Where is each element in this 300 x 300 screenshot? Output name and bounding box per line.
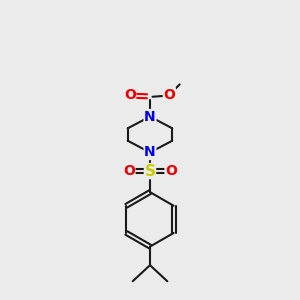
Text: N: N — [144, 146, 156, 160]
Text: S: S — [145, 164, 155, 178]
Text: N: N — [144, 110, 156, 124]
Text: O: O — [123, 164, 135, 178]
Text: O: O — [164, 88, 175, 102]
Text: O: O — [124, 88, 136, 102]
Text: O: O — [165, 164, 177, 178]
